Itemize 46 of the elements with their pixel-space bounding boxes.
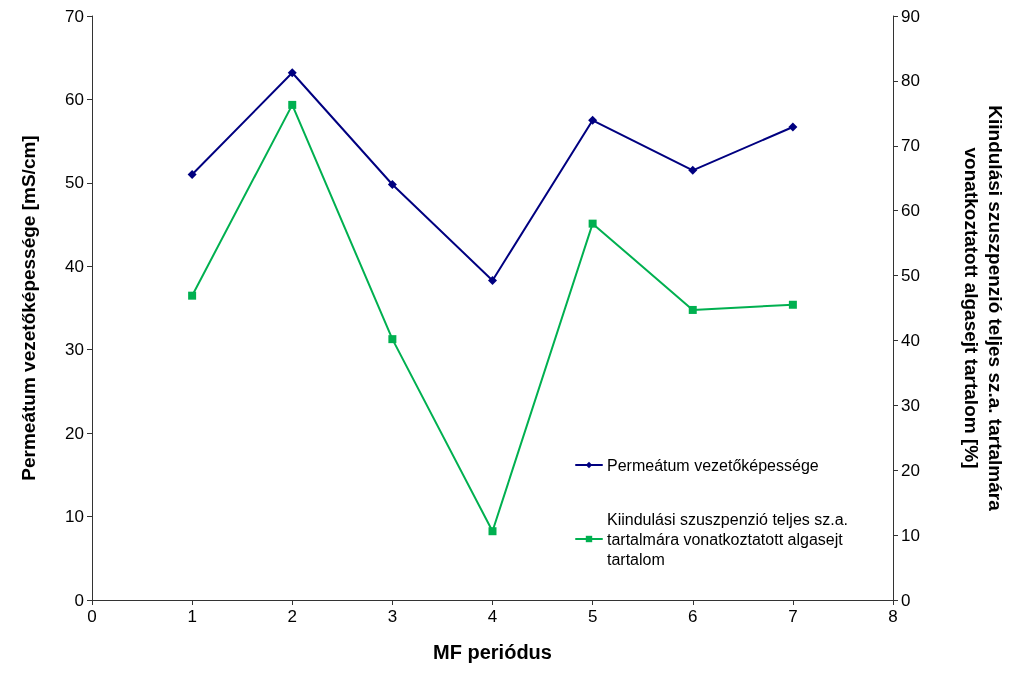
point	[387, 180, 397, 190]
y2-tick-label: 30	[901, 395, 920, 415]
x-axis-title: MF periódus	[433, 641, 552, 663]
y-tick-label: 20	[65, 423, 84, 443]
y-tick-label: 70	[65, 6, 84, 26]
x-tick-label: 5	[587, 607, 598, 626]
point	[688, 305, 697, 314]
x-tick-label: 0	[87, 607, 97, 626]
y2-tick-label: 0	[901, 590, 911, 610]
x-tick-label: 8	[888, 607, 898, 626]
x-tick-label: 3	[387, 607, 398, 626]
point	[188, 291, 197, 300]
y2-tick-label: 40	[901, 330, 920, 350]
y2-axis-title: Kiindulási szuszpenzió teljes sz.a. tartalmára vonatkoztatott algasejt tartalom [%]	[960, 105, 1006, 512]
legend-label: Kiindulási szuszpenzió teljes sz.a. tartalmára vonatkoztatott algasejt tartalom	[607, 510, 853, 568]
y-axis-title: Permeátum vezetőképessége [mS/cm]	[17, 135, 39, 481]
x-tick-label: 2	[287, 607, 297, 626]
x-tick-label: 6	[688, 607, 698, 626]
point	[488, 527, 497, 536]
y-tick-label: 10	[65, 507, 84, 527]
y2-tick-label: 20	[901, 460, 920, 480]
point	[287, 68, 297, 78]
point	[788, 122, 798, 132]
point	[688, 165, 698, 175]
y2-tick-label: 80	[901, 71, 920, 91]
x-tick-label: 1	[187, 607, 197, 626]
point	[588, 115, 598, 125]
point	[588, 219, 597, 228]
y2-tick-label: 10	[901, 525, 920, 545]
point	[388, 335, 397, 344]
point	[488, 275, 497, 285]
y-tick-label: 0	[74, 590, 84, 610]
y2-tick-label: 50	[901, 266, 920, 286]
y-tick-label: 40	[65, 256, 84, 276]
x-tick-label: 7	[788, 607, 798, 626]
y2-tick-label: 60	[901, 201, 920, 221]
y2-tick-label: 70	[901, 136, 920, 156]
x-tick-label: 4	[487, 607, 498, 626]
y-tick-label: 30	[65, 340, 84, 360]
y-tick-label: 50	[65, 173, 84, 193]
legend-label: Permeátum vezetőképessége	[607, 456, 819, 474]
point	[187, 170, 197, 180]
point	[788, 300, 797, 309]
point	[288, 100, 297, 109]
y-tick-label: 60	[65, 89, 84, 109]
y2-tick-label: 90	[901, 6, 920, 26]
